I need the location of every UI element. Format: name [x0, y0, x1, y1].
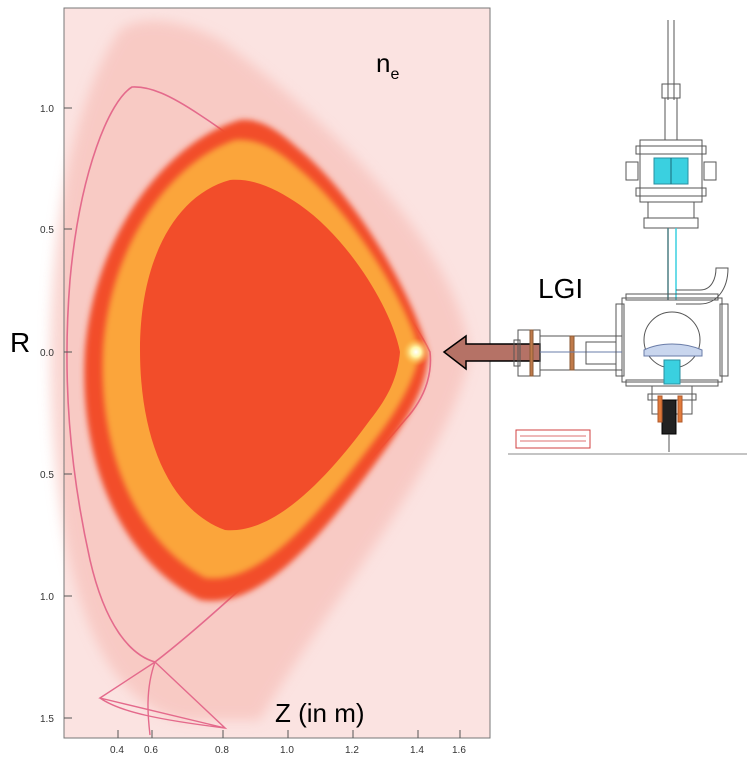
plasma-core-region [140, 179, 400, 531]
injection-arrow-icon [442, 334, 541, 371]
r-axis-label: R [10, 327, 30, 358]
y-tick-label: 1.5 [40, 714, 54, 725]
x-tick-label: 1.0 [280, 745, 294, 756]
x-axis-ticks [117, 730, 461, 738]
y-tick-label: 0.0 [40, 348, 54, 359]
x-tick-label: 1.4 [410, 745, 424, 756]
x-tick-label: 1.2 [345, 745, 359, 756]
lgi-label: LGI [538, 273, 583, 304]
x-tick-label: 0.8 [215, 745, 229, 756]
density-label-main: n [376, 48, 390, 78]
density-label: ne [376, 48, 399, 83]
density-plot: 1.0 0.5 0.0 0.5 1.0 1.5 0.4 0.6 0.8 1.0 … [40, 7, 491, 756]
y-tick-label: 1.0 [40, 592, 54, 603]
density-label-subscript: e [390, 66, 399, 83]
y-tick-label: 1.0 [40, 104, 54, 115]
y-axis-ticks [64, 107, 72, 719]
edge-hotspot [402, 338, 430, 366]
y-tick-label: 0.5 [40, 470, 54, 481]
x-tick-label: 0.6 [144, 745, 158, 756]
divertor-legs [98, 661, 228, 736]
lgi-apparatus-icon [508, 20, 747, 455]
plot-frame [63, 7, 491, 739]
x-tick-label: 0.4 [110, 745, 124, 756]
z-axis-label: Z (in m) [275, 698, 365, 728]
x-tick-label: 1.6 [452, 745, 466, 756]
y-tick-label: 0.5 [40, 225, 54, 236]
